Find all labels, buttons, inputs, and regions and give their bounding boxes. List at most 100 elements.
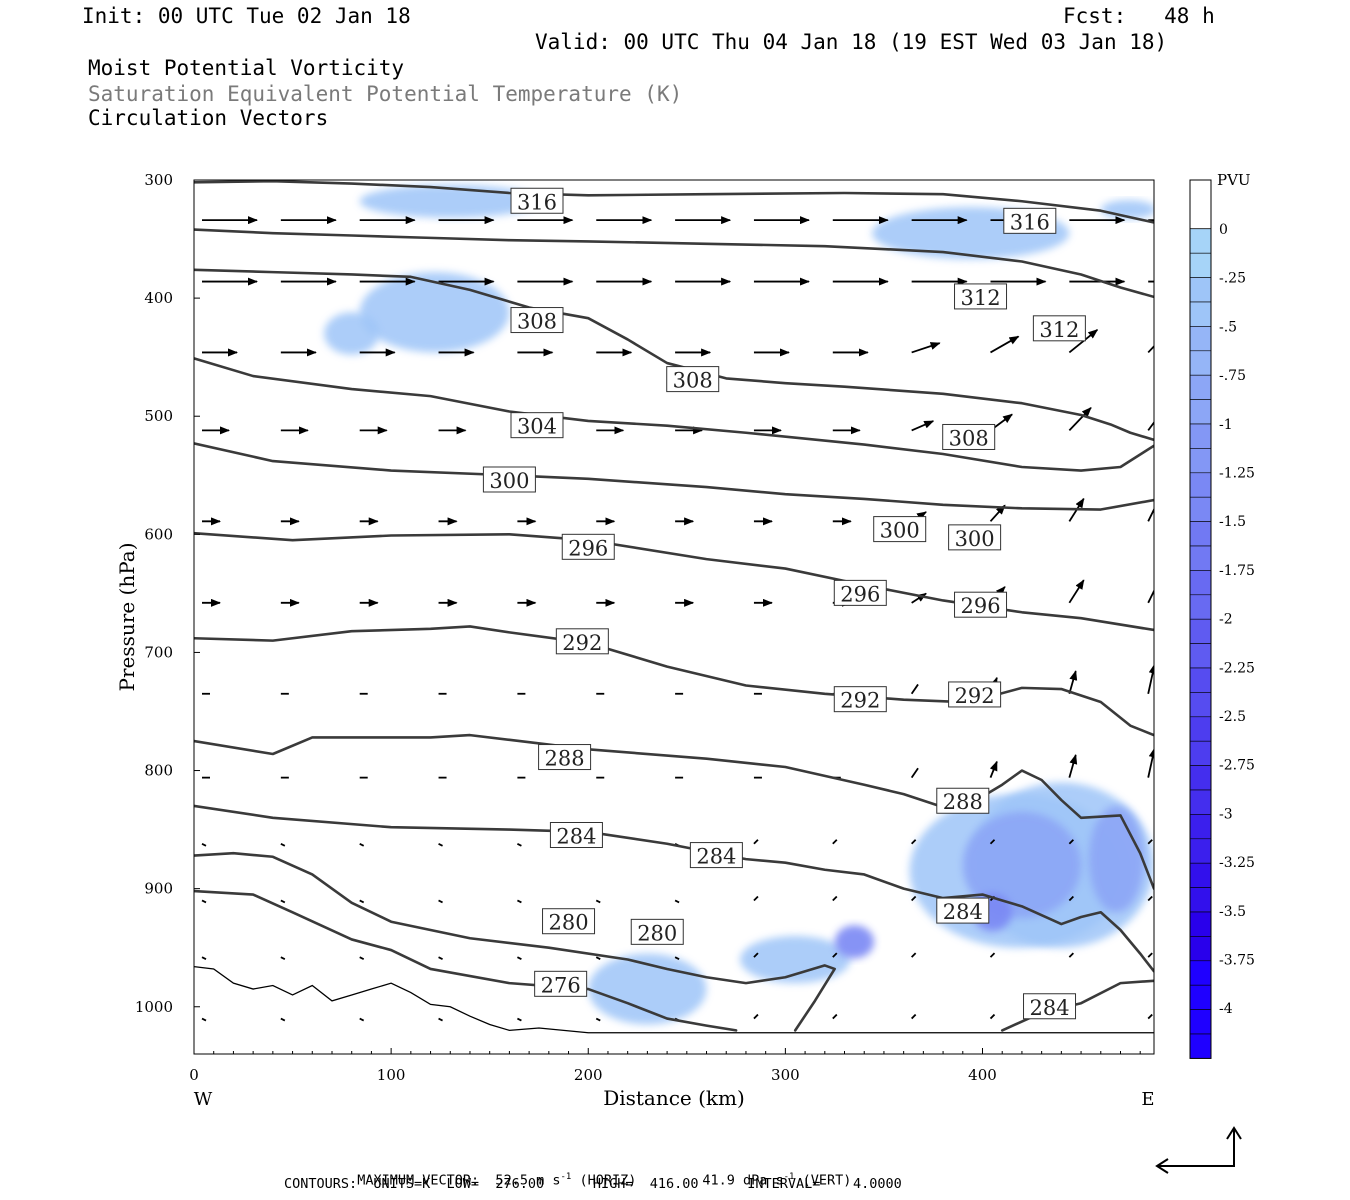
colorbar-tick-label: -3 [1219,806,1233,822]
svg-text:308: 308 [673,369,713,393]
colorbar-swatch [1189,643,1212,669]
colorbar-swatch [1189,692,1212,718]
vector-arrow [832,839,838,845]
y-tick-label: 400 [144,289,173,307]
svg-text:292: 292 [840,689,880,713]
svg-text:312: 312 [1039,318,1079,342]
colorbar-tick-label: -2 [1219,612,1233,628]
colorbar-swatch [1189,740,1212,766]
max-vector-horiz: MAXIMUM VECTOR: 52.5 m s [357,1172,561,1188]
vector-arrow [1068,753,1078,778]
vector-arrow [1068,670,1078,695]
vector-arrow [595,899,601,904]
vector-arrow [280,899,286,904]
svg-text:296: 296 [568,536,608,560]
y-tick-label: 1000 [135,998,173,1016]
pv-region-4 [324,312,380,355]
vector-arrow [911,592,927,604]
x-tick-label: 0 [189,1066,199,1084]
max-vector-horiz-exp: -1 [560,1171,572,1182]
vector-arrow [359,956,365,960]
contours-info: CONTOURS: UNITS=K LOW= 276.00 HIGH= 416.… [284,1176,902,1192]
reference-vector-icon [1155,1126,1242,1174]
init-time: Init: 00 UTC Tue 02 Jan 18 [82,4,411,28]
colorbar-swatch [1189,252,1212,278]
y-axis-label: Pressure (hPa) [115,543,139,692]
svg-text:316: 316 [517,190,557,214]
x-tick-label: 200 [574,1066,603,1084]
colorbar-swatch [1189,472,1212,498]
colorbar-tick-label: -3.25 [1219,855,1255,871]
vector-arrow [1147,420,1154,431]
colorbar-tick-label: -1.25 [1219,466,1255,482]
vector-arrow [280,1017,286,1022]
colorbar-tick-label: -3.5 [1219,904,1246,920]
vector-arrow [516,956,522,960]
vector-arrow [1147,1013,1153,1020]
max-vector-vert-tag: (VERT) [794,1172,852,1188]
y-tick-label: 300 [144,171,173,189]
colorbar-frame [1189,179,1212,1059]
pv-region-12 [834,925,875,959]
vector-arrow [595,956,601,960]
colorbar-tick-label: -3.75 [1219,953,1255,969]
title-mpv: Moist Potential Vorticity [88,56,405,80]
vector-arrow [832,952,838,958]
vector-arrow [1147,895,1153,902]
contour-label: 284 [1023,993,1077,1020]
vector-arrow [989,952,996,958]
theta-contour-10 [194,889,738,1032]
y-tick-label: 600 [144,525,173,543]
svg-text:304: 304 [517,415,557,439]
svg-text:308: 308 [949,426,989,450]
theta-contour-1 [194,228,1154,299]
vector-arrow [1068,952,1074,958]
colorbar-swatch [1189,423,1212,449]
svg-text:316: 316 [1010,210,1050,234]
plot-frame [193,179,1155,1055]
colorbar-tick-label: -1.75 [1219,563,1255,579]
contour-label: 288 [936,787,990,814]
colorbar-swatch [1189,1009,1212,1035]
colorbar-swatch [1189,374,1212,400]
contour-label: 284 [689,842,743,869]
contour-label: 284 [936,897,990,924]
pv-region-3 [359,272,510,353]
svg-text:284: 284 [1029,996,1069,1020]
contour-label: 316 [1003,207,1057,234]
vector-arrow [516,842,522,847]
terrain-line [194,965,1154,1034]
pv-region-8 [740,935,851,984]
theta-contour-9 [194,851,836,1032]
colorbar-swatch [1189,936,1212,962]
svg-text:280: 280 [637,921,677,945]
colorbar-swatch [1189,618,1212,644]
svg-text:288: 288 [545,747,585,771]
x-east-label: E [1141,1089,1154,1110]
vector-arrow [990,335,1020,354]
x-tick-label: 400 [968,1066,997,1084]
vector-arrow [201,956,207,960]
theta-contour-5 [194,531,1154,632]
vector-arrow [753,895,759,902]
vector-arrow [989,839,996,845]
theta-contour-4 [194,442,1154,511]
contour-label: 292 [833,686,887,713]
colorbar-tick-label: -2.25 [1219,660,1255,676]
vector-arrow [911,420,935,432]
colorbar-swatch [1189,667,1212,693]
vector-arrow [832,1013,838,1020]
vector-arrow [911,839,917,845]
colorbar-swatch [1189,301,1212,327]
colorbar-swatch [1189,326,1212,352]
theta-contour-6 [194,625,1154,737]
vector-arrow [359,899,365,904]
colorbar: 0 -.25 -.5 -.75 -1 -1.25 -1.5 -1.75 -2 -2.25 -2.5 -… [1189,179,1255,1059]
vector-arrow [201,842,207,847]
svg-text:284: 284 [556,825,596,849]
vector-arrow [280,956,286,960]
vector-arrow [1147,952,1153,958]
colorbar-tick-label: -1 [1219,417,1233,433]
colorbar-swatch [1189,765,1212,791]
vector-arrow [1147,507,1154,522]
